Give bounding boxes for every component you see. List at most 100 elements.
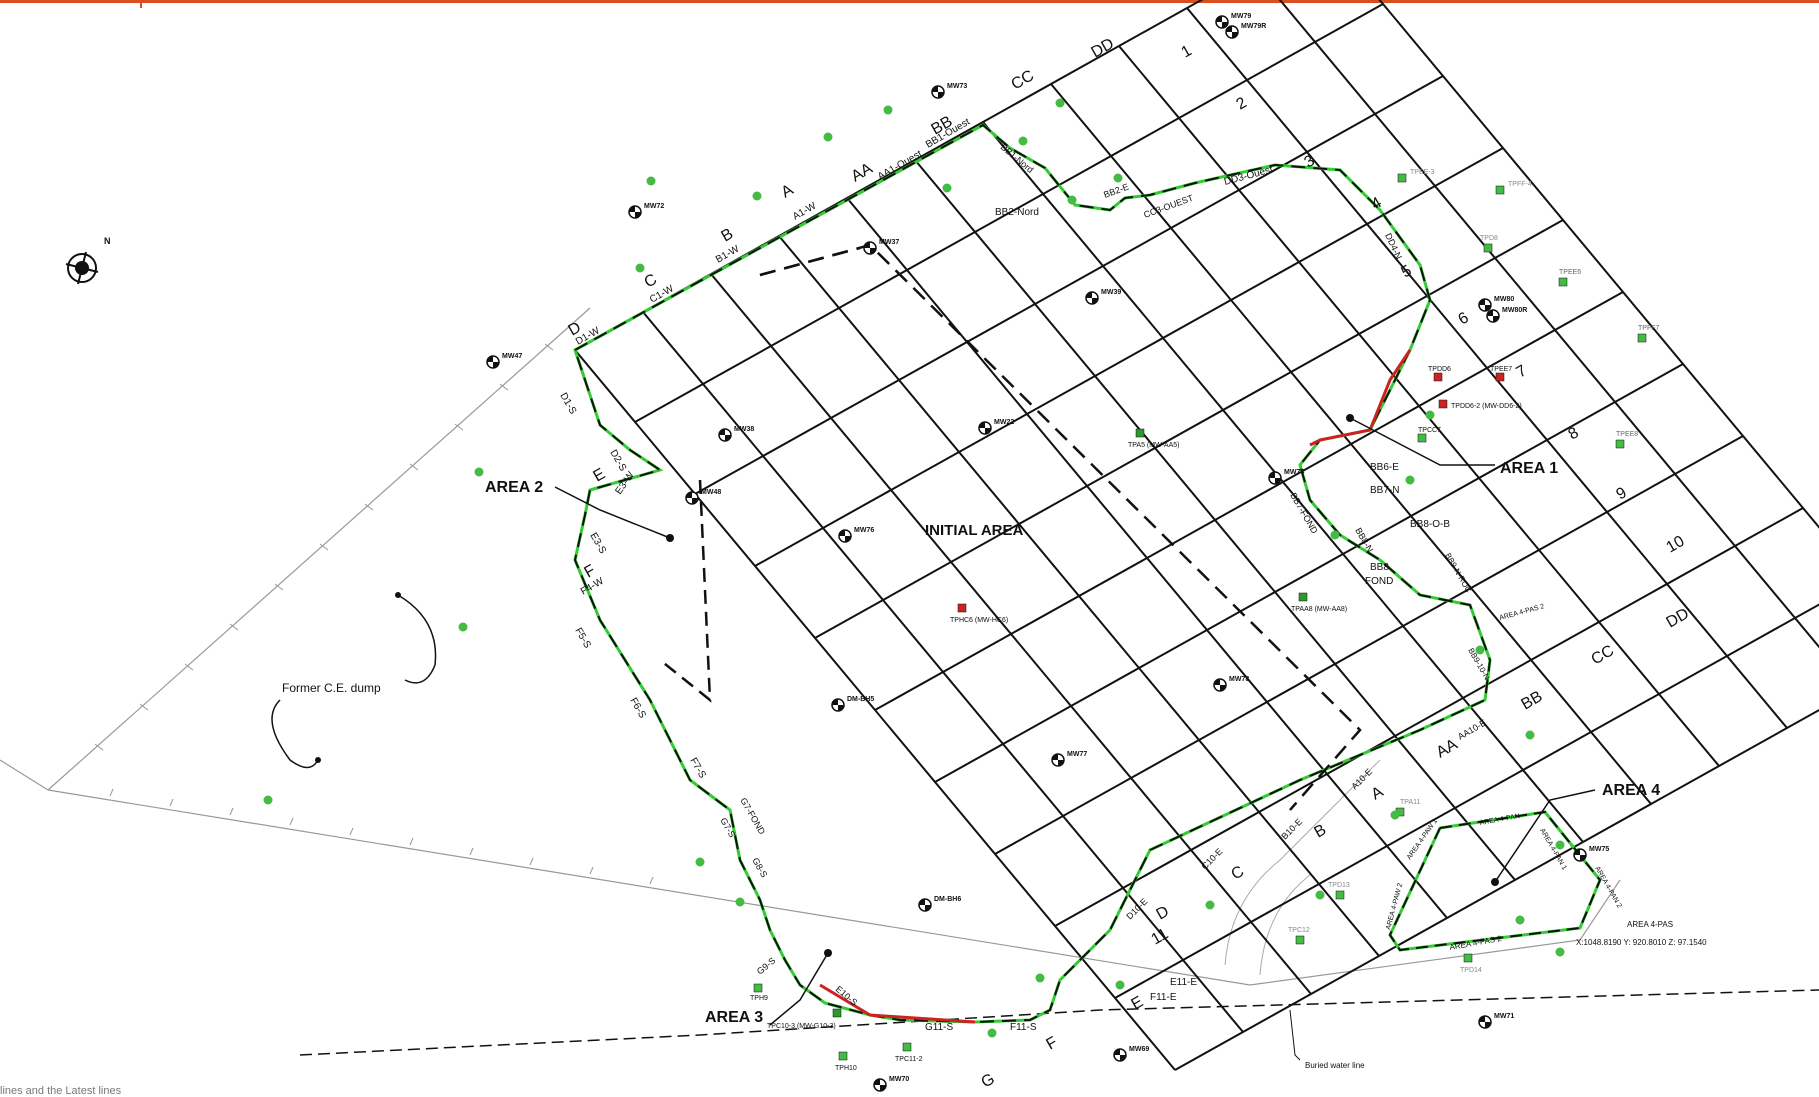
well-label: MW72 — [644, 203, 664, 210]
sample-label: BB2-Nord — [995, 207, 1039, 218]
well-label: MW79 — [1231, 13, 1251, 20]
monitoring-well-icon — [1213, 678, 1227, 692]
test-pits: TPA5 (MW-AA5) TPHC6 (MW-HC6) TPAA8 (MW-AA8… — [263, 98, 1659, 1072]
excavation-limit-red-area3 — [819, 983, 976, 1024]
area4-pas-label: AREA 4-PAS — [1627, 920, 1673, 929]
sample-label: AA1-Ouest — [876, 149, 924, 183]
grid-line — [1174, 708, 1819, 1071]
sample-label: F5-S — [572, 626, 593, 651]
grid-letter-label: AA — [849, 160, 876, 186]
sample-label: CC3-OUEST — [1142, 193, 1195, 220]
grid-line — [874, 291, 1624, 711]
area4-limit-dashed — [1388, 810, 1602, 952]
test-pit-icon — [1438, 399, 1448, 409]
water-line-label: Buried water line — [1305, 1061, 1365, 1070]
grid-number-label: 1 — [1179, 42, 1195, 61]
test-pit-icon — [1205, 900, 1215, 910]
well-label: MW38 — [734, 426, 754, 433]
test-pit-label: TPCC7 — [1418, 427, 1441, 434]
sample-label: G7-FOND — [738, 796, 767, 837]
test-pit-icon — [832, 1008, 842, 1018]
test-pit-label: TPH10 — [835, 1065, 857, 1072]
test-pit-label: TPD13 — [1328, 882, 1350, 889]
test-pit-icon — [474, 467, 484, 477]
sample-label: G11-S — [925, 1022, 953, 1033]
fence-lines — [0, 307, 1621, 986]
monitoring-well-icon — [918, 898, 932, 912]
well-label: MW79R — [1241, 23, 1266, 30]
sample-label: FOND — [1365, 576, 1393, 587]
area-leaders — [554, 417, 1596, 1026]
test-pit-label: TPDD6-2 (MW-DD6-2) — [1451, 403, 1522, 410]
grid-letter-label: G — [979, 1071, 998, 1092]
test-pit-icon — [1475, 645, 1485, 655]
test-pit-icon — [458, 622, 468, 632]
sample-label: F6-S — [627, 696, 648, 721]
area4-marker — [1491, 878, 1499, 886]
test-pit-label: TPEE-3 — [1410, 169, 1435, 176]
grid-number-label: 10 — [1664, 533, 1688, 557]
area1-marker — [1346, 414, 1354, 422]
test-pit-label: TPFF7 — [1638, 325, 1659, 332]
sample-label: F11-E — [1150, 992, 1177, 1003]
test-pit-icon — [1295, 935, 1305, 945]
test-pit-icon — [1425, 410, 1435, 420]
test-pit-icon — [1018, 136, 1028, 146]
monitoring-well-icon — [838, 529, 852, 543]
test-pit-icon — [838, 1051, 848, 1061]
well-label: MW74 — [1284, 469, 1304, 476]
monitoring-well-icon — [486, 355, 500, 369]
grid-number-label: 6 — [1456, 309, 1472, 328]
test-pit-label: TPC10-3 (MW-G10-3) — [767, 1023, 836, 1030]
test-pit-icon — [1397, 173, 1407, 183]
test-pit-icon — [1335, 890, 1345, 900]
test-pit-icon — [1055, 98, 1065, 108]
monitoring-well-icon — [1486, 309, 1500, 323]
former-dump-curve-2 — [271, 699, 319, 769]
well-label: MW76 — [854, 527, 874, 534]
monitoring-well-icon — [718, 428, 732, 442]
test-pit-label: TPAA8 (MW-AA8) — [1291, 606, 1347, 613]
sample-label: G7-S — [718, 816, 737, 839]
well-label: MW22 — [994, 419, 1014, 426]
test-pit-label: TPFF-4 — [1508, 181, 1532, 188]
grid-line — [814, 219, 1564, 639]
excavation-limit-dashed — [573, 123, 1492, 1024]
sample-label: B1-W — [714, 243, 742, 265]
area4-pas2-label: AREA 4-PAS 2 — [1449, 934, 1503, 952]
grid-line — [634, 3, 1384, 423]
test-pit-icon — [646, 176, 656, 186]
bottom-note: lines and the Latest lines — [0, 1085, 122, 1097]
test-pit-icon — [1115, 980, 1125, 990]
test-pit-label: TPD8 — [1480, 235, 1498, 242]
test-pit-icon — [1495, 372, 1505, 382]
monitoring-well-icon — [873, 1078, 887, 1092]
area4-label: AREA 4 — [1602, 782, 1660, 799]
grid-letter-label: F — [1044, 1034, 1061, 1054]
test-pit-icon — [1405, 475, 1415, 485]
sample-label: C10-E — [1199, 846, 1224, 871]
excavation-limit-green — [573, 123, 1492, 1024]
sample-label: AREA 4-PAS 2 — [1499, 603, 1546, 622]
grid-line — [1378, 0, 1819, 529]
well-label: MW75 — [1589, 846, 1609, 853]
grid-line — [934, 363, 1684, 783]
fence-line-east — [1249, 879, 1621, 986]
test-pit-icon — [752, 191, 762, 201]
test-pit-icon — [1495, 185, 1505, 195]
monitoring-well-icon — [1113, 1048, 1127, 1062]
test-pit-icon — [957, 603, 967, 613]
area2-boundary — [659, 479, 712, 703]
sample-label: G8-S — [750, 856, 769, 879]
sample-label: AA10-E — [1456, 718, 1488, 742]
sample-label: F11-S — [1010, 1022, 1037, 1033]
sample-label: B10-E — [1279, 817, 1304, 842]
grid-letter-label: BB — [1519, 688, 1546, 713]
area4-coordinates: X:1048.8190 Y: 920.8010 Z: 97.1540 — [1576, 938, 1707, 947]
test-pit-icon — [1035, 973, 1045, 983]
test-pit-icon — [1555, 840, 1565, 850]
test-pit-icon — [1515, 915, 1525, 925]
sample-label: E11-E — [1170, 977, 1197, 988]
test-pit-icon — [1113, 173, 1123, 183]
